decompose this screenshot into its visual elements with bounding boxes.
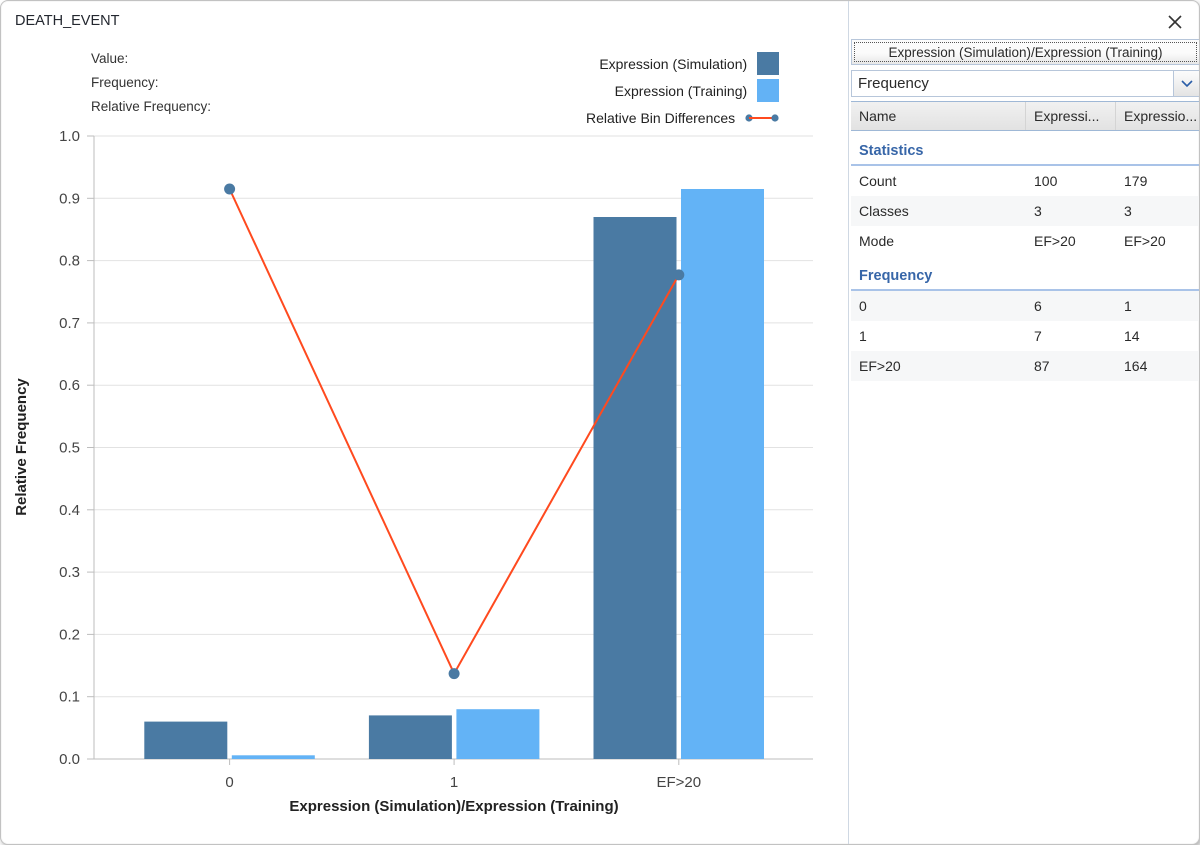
svg-text:0.8: 0.8 (59, 253, 80, 270)
svg-text:0.2: 0.2 (59, 626, 80, 643)
svg-text:0.5: 0.5 (59, 440, 80, 457)
svg-text:1.0: 1.0 (59, 128, 80, 145)
svg-text:0.1: 0.1 (59, 689, 80, 706)
svg-text:1: 1 (450, 774, 458, 791)
svg-text:0.3: 0.3 (59, 564, 80, 581)
svg-text:0.7: 0.7 (59, 315, 80, 332)
svg-text:0.6: 0.6 (59, 377, 80, 394)
svg-text:0.9: 0.9 (59, 190, 80, 207)
svg-text:EF>20: EF>20 (656, 774, 701, 791)
svg-text:0.4: 0.4 (59, 502, 80, 519)
svg-text:0.0: 0.0 (59, 751, 80, 768)
svg-text:0: 0 (225, 774, 233, 791)
